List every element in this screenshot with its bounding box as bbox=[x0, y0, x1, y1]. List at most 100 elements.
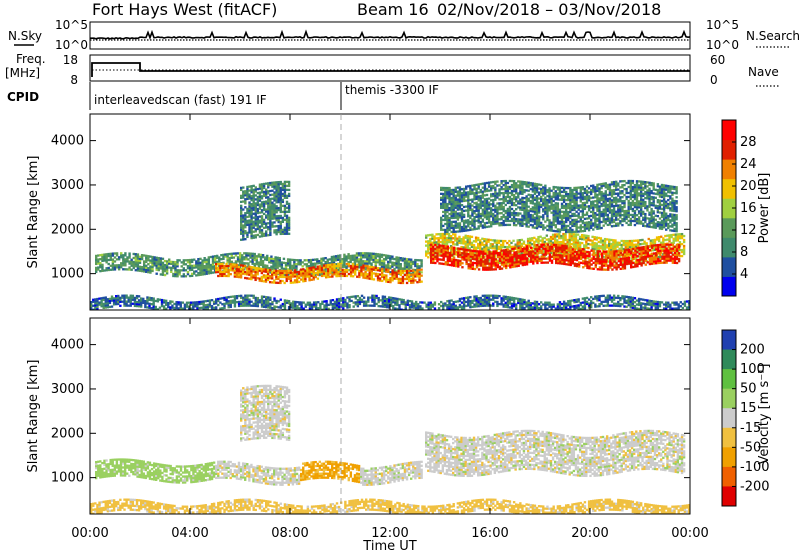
power-cell bbox=[225, 263, 227, 265]
power-cell bbox=[149, 255, 151, 257]
power-cell bbox=[356, 268, 358, 270]
power-cell bbox=[383, 262, 385, 264]
power-cell bbox=[274, 256, 276, 258]
power-cell bbox=[540, 188, 542, 190]
power-cell bbox=[257, 218, 259, 220]
power-cell bbox=[416, 269, 418, 271]
power-cell bbox=[544, 199, 546, 201]
power-cell bbox=[280, 181, 282, 183]
power-cell bbox=[668, 240, 670, 242]
power-cell bbox=[253, 209, 255, 211]
power-cell bbox=[288, 270, 290, 272]
power-cell bbox=[508, 246, 510, 248]
power-cell bbox=[286, 211, 288, 213]
power-cell bbox=[118, 266, 120, 268]
power-cell bbox=[414, 269, 416, 271]
power-cell bbox=[496, 194, 498, 196]
power-cell bbox=[221, 267, 223, 269]
power-cell bbox=[532, 198, 534, 200]
power-cell bbox=[600, 241, 602, 243]
power-cell bbox=[528, 255, 530, 257]
power-cell bbox=[246, 186, 248, 188]
power-cell bbox=[288, 211, 290, 213]
power-cell bbox=[191, 259, 193, 261]
power-cell bbox=[312, 259, 314, 261]
power-cell bbox=[468, 259, 470, 261]
power-cell bbox=[262, 260, 264, 262]
power-cell bbox=[590, 259, 592, 261]
power-cell bbox=[544, 207, 546, 209]
power-cell bbox=[559, 262, 561, 264]
power-cell bbox=[103, 257, 105, 259]
power-cell bbox=[480, 213, 482, 215]
power-cell bbox=[242, 230, 244, 232]
power-cell bbox=[432, 248, 434, 250]
power-cell bbox=[565, 251, 567, 253]
power-cell bbox=[147, 271, 149, 273]
power-cell bbox=[561, 257, 563, 259]
power-cell bbox=[606, 246, 608, 248]
power-cell bbox=[444, 191, 446, 193]
power-cell bbox=[492, 243, 494, 245]
power-cell bbox=[251, 259, 253, 261]
power-cell bbox=[210, 264, 212, 266]
power-cell bbox=[366, 256, 368, 258]
power-cell bbox=[534, 223, 536, 225]
power-cell bbox=[517, 202, 519, 204]
power-cell bbox=[120, 264, 122, 266]
power-cell bbox=[588, 265, 590, 267]
power-cell bbox=[383, 254, 385, 256]
power-cell bbox=[286, 203, 288, 205]
power-cell bbox=[482, 268, 484, 270]
power-cell bbox=[503, 194, 505, 196]
power-cell bbox=[463, 216, 465, 218]
power-cell bbox=[542, 200, 544, 202]
power-cell bbox=[473, 206, 475, 208]
power-cell bbox=[668, 243, 670, 245]
power-cell bbox=[271, 186, 273, 188]
power-cell bbox=[675, 239, 677, 241]
power-cell bbox=[529, 239, 531, 241]
power-cell bbox=[259, 188, 261, 190]
power-cell bbox=[242, 216, 244, 218]
power-cell bbox=[352, 257, 354, 259]
power-cell bbox=[621, 248, 623, 250]
power-cell bbox=[444, 211, 446, 213]
power-cell bbox=[391, 269, 393, 271]
power-cell bbox=[97, 262, 99, 264]
power-cell bbox=[444, 187, 446, 189]
power-cell bbox=[670, 259, 672, 261]
power-cell bbox=[288, 276, 290, 278]
power-cell bbox=[536, 262, 538, 264]
power-cell bbox=[269, 234, 271, 236]
power-cell bbox=[354, 273, 356, 275]
power-cell bbox=[463, 188, 465, 190]
power-cell bbox=[608, 247, 610, 249]
power-cell bbox=[261, 225, 263, 227]
power-cell bbox=[451, 260, 453, 262]
power-cell bbox=[485, 248, 487, 250]
power-cell bbox=[479, 241, 481, 243]
power-cell bbox=[565, 245, 567, 247]
power-cell bbox=[465, 221, 467, 223]
power-cell bbox=[478, 211, 480, 213]
power-cell bbox=[160, 263, 162, 265]
power-cell bbox=[442, 195, 444, 197]
power-cell bbox=[271, 214, 273, 216]
power-cell bbox=[321, 269, 323, 271]
power-cell bbox=[269, 220, 271, 222]
power-cell bbox=[471, 190, 473, 192]
power-cell bbox=[519, 239, 521, 241]
power-cell bbox=[662, 241, 664, 243]
cpid-label: CPID bbox=[7, 90, 39, 104]
power-cell bbox=[248, 209, 250, 211]
power-cell bbox=[497, 252, 499, 254]
power-cell bbox=[404, 270, 406, 272]
power-cell bbox=[289, 266, 291, 268]
power-cell bbox=[640, 262, 642, 264]
power-cell bbox=[267, 198, 269, 200]
power-cell bbox=[471, 198, 473, 200]
power-cell bbox=[645, 258, 647, 260]
power-cell bbox=[302, 272, 304, 274]
